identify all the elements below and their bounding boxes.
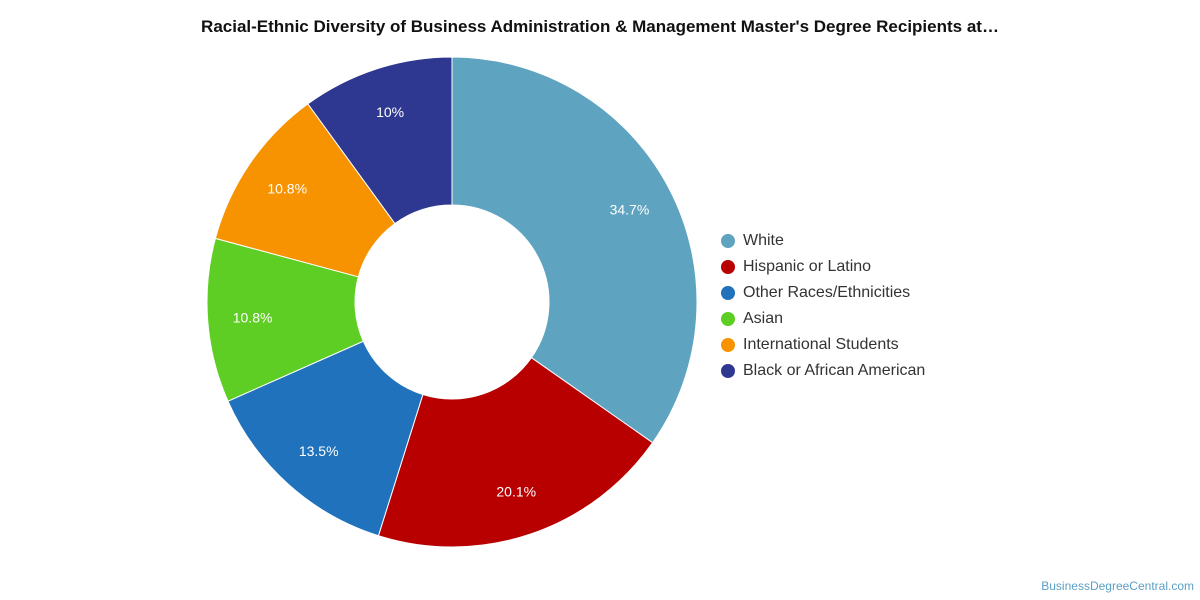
slice-value-label: 10.8% bbox=[233, 309, 273, 325]
legend-swatch bbox=[721, 234, 735, 248]
legend-label: White bbox=[743, 232, 784, 249]
legend-item: Other Races/Ethnicities bbox=[721, 280, 925, 306]
slice-value-label: 13.5% bbox=[299, 443, 339, 459]
slice-other-races-ethnicities bbox=[227, 340, 424, 537]
slice-value-label: 20.1% bbox=[496, 483, 536, 499]
source-credit: BusinessDegreeCentral.com bbox=[1041, 579, 1194, 593]
legend-swatch bbox=[721, 286, 735, 300]
legend-item: Hispanic or Latino bbox=[721, 254, 925, 280]
legend-label: Hispanic or Latino bbox=[743, 258, 872, 275]
slice-labels: 34.7% 20.1% 13.5% 10.8% 10.8% 10% bbox=[233, 104, 650, 500]
legend-label: International Students bbox=[743, 336, 899, 353]
legend-swatch bbox=[721, 338, 735, 352]
chart-legend: White Hispanic or Latino Other Races/Ethni… bbox=[721, 228, 925, 384]
slice-white bbox=[451, 56, 698, 444]
legend-label: Asian bbox=[743, 310, 784, 327]
slice-black-or-african-american bbox=[307, 56, 453, 225]
chart-title: Racial-Ethnic Diversity of Business Admi… bbox=[201, 17, 999, 36]
slice-value-label: 34.7% bbox=[610, 202, 650, 218]
legend-swatch bbox=[721, 312, 735, 326]
legend-item: Asian bbox=[721, 306, 925, 332]
legend-item: International Students bbox=[721, 332, 925, 358]
slice-value-label: 10% bbox=[376, 104, 404, 120]
legend-item: Black or African American bbox=[721, 358, 925, 384]
legend-item: White bbox=[721, 228, 925, 254]
slice-value-label: 10.8% bbox=[267, 181, 307, 197]
legend-swatch bbox=[721, 364, 735, 378]
donut-slices bbox=[206, 56, 698, 548]
slice-hispanic-or-latino bbox=[377, 357, 654, 548]
legend-label: Other Races/Ethnicities bbox=[743, 284, 911, 301]
legend-label: Black or African American bbox=[743, 362, 926, 379]
legend-swatch bbox=[721, 260, 735, 274]
